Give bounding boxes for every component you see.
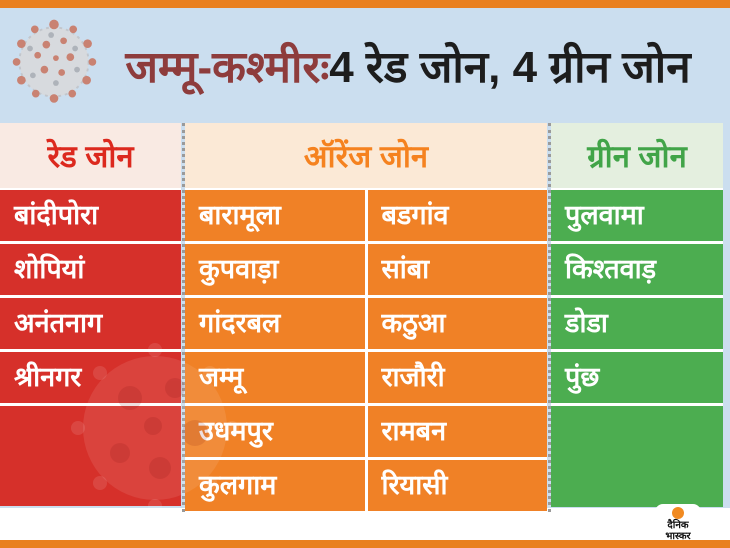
- green-zone-column: ग्रीन जोन पुलवामा किश्तवाड़ डोडा पुंछ: [551, 123, 723, 507]
- column-divider: [182, 123, 185, 512]
- dainik-bhaskar-logo: दैनिक भास्कर: [655, 504, 701, 547]
- zone-row: किश्तवाड़: [551, 244, 723, 295]
- zone-row: कुपवाड़ा: [185, 244, 365, 295]
- zone-row: रियासी: [367, 460, 547, 511]
- zone-row: रामबन: [367, 406, 547, 457]
- orange-zone-column: ऑरेंज जोन बारामूला बडगांव कुपवाड़ा सांबा…: [185, 123, 547, 511]
- red-zone-filler: [0, 406, 181, 506]
- zone-row: बांदीपोरा: [0, 190, 181, 241]
- bottom-accent-bar: [0, 540, 730, 548]
- zone-row: उधमपुर: [185, 406, 365, 457]
- logo-sun-icon: [672, 507, 684, 519]
- green-zone-rows: पुलवामा किश्तवाड़ डोडा पुंछ: [551, 188, 723, 507]
- logo-text-line2: भास्कर: [665, 531, 691, 542]
- zone-row: जम्मू: [185, 352, 365, 403]
- zone-row: कुलगाम: [185, 460, 365, 511]
- zone-row: अनंतनाग: [0, 298, 181, 349]
- coronavirus-icon: [12, 19, 97, 103]
- zone-row: कठुआ: [367, 298, 547, 349]
- zone-row: सांबा: [367, 244, 547, 295]
- red-zone-header: रेड जोन: [0, 123, 181, 188]
- page-title: जम्मू-कश्मीरः 4 रेड जोन, 4 ग्रीन जोन: [96, 24, 720, 106]
- red-zone-column: रेड जोन बांदीपोरा शोपियां अनंतनाग श्रीनग…: [0, 123, 181, 506]
- zone-row: डोडा: [551, 298, 723, 349]
- top-accent-bar: [0, 0, 730, 8]
- orange-zone-rows: बारामूला बडगांव कुपवाड़ा सांबा गांदरबल क…: [185, 188, 547, 511]
- column-divider: [548, 123, 551, 512]
- zone-row: शोपियां: [0, 244, 181, 295]
- orange-zone-header: ऑरेंज जोन: [185, 123, 547, 188]
- logo-text-line1: दैनिक: [667, 520, 689, 531]
- green-zone-header: ग्रीन जोन: [551, 123, 723, 188]
- zone-row: बडगांव: [367, 190, 547, 241]
- page-title-highlight: जम्मू-कश्मीरः: [125, 43, 330, 92]
- zone-row: बारामूला: [185, 190, 365, 241]
- zone-row: पुंछ: [551, 352, 723, 403]
- green-zone-filler: [551, 406, 723, 507]
- red-zone-rows: बांदीपोरा शोपियां अनंतनाग श्रीनगर: [0, 188, 181, 506]
- zone-row: गांदरबल: [185, 298, 365, 349]
- zone-row: पुलवामा: [551, 190, 723, 241]
- page-title-rest: 4 रेड जोन, 4 ग्रीन जोन: [329, 43, 691, 92]
- zone-row: राजौरी: [367, 352, 547, 403]
- zone-row: श्रीनगर: [0, 352, 181, 403]
